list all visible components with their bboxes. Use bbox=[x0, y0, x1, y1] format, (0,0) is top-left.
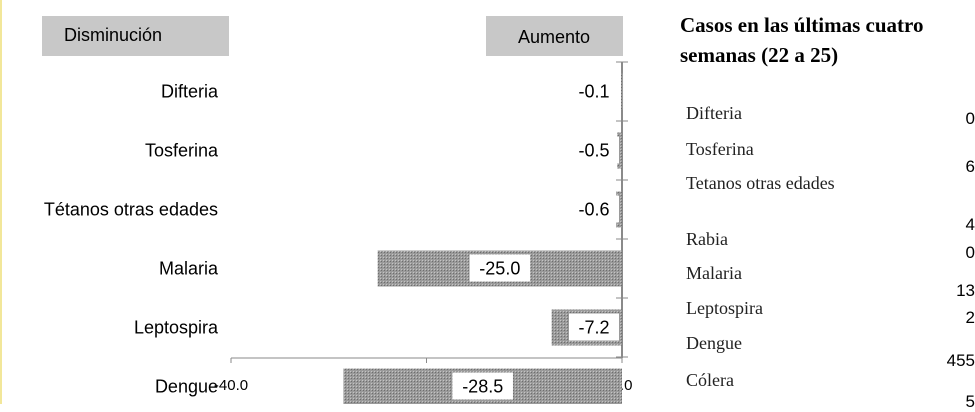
data-label: -25.0 bbox=[479, 259, 520, 279]
left-edge-stripe bbox=[0, 0, 2, 404]
category-label: Difteria bbox=[161, 82, 219, 102]
data-label-box bbox=[569, 77, 619, 105]
side-table-disease: Leptospira bbox=[686, 298, 763, 318]
decrease-header: Disminución bbox=[42, 16, 229, 56]
data-label-box bbox=[452, 372, 513, 400]
side-table-count: 6 bbox=[965, 157, 975, 176]
side-table-disease: Tosferina bbox=[686, 139, 754, 159]
side-table-disease: Difteria bbox=[686, 103, 742, 123]
side-table-disease: Dengue bbox=[686, 333, 742, 353]
category-label: Tétanos otras edades bbox=[44, 200, 218, 220]
category-label: Malaria bbox=[159, 259, 219, 279]
bar bbox=[616, 191, 622, 228]
bar bbox=[621, 73, 624, 110]
side-table-count: 455 bbox=[946, 351, 975, 370]
data-label-box bbox=[569, 313, 619, 341]
side-table-count: 4 bbox=[965, 215, 975, 234]
data-label-box bbox=[469, 254, 531, 282]
side-table-count: 13 bbox=[956, 281, 975, 300]
side-table-count: 0 bbox=[965, 109, 975, 128]
category-label: Leptospira bbox=[134, 318, 219, 338]
x-tick-label: -40.0 bbox=[214, 377, 248, 394]
data-label: -0.5 bbox=[578, 141, 609, 161]
data-label-box bbox=[569, 195, 619, 223]
decrease-header-label: Disminución bbox=[64, 25, 163, 45]
category-label: Dengue bbox=[155, 377, 218, 397]
data-label: -7.2 bbox=[578, 318, 609, 338]
side-table-disease: Malaria bbox=[686, 263, 742, 283]
side-table-disease: Rabia bbox=[686, 229, 728, 249]
data-label: -0.1 bbox=[578, 82, 609, 102]
side-table-disease: Cólera bbox=[686, 370, 734, 390]
increase-header-label: Aumento bbox=[518, 27, 591, 47]
increase-header: Aumento bbox=[486, 16, 623, 56]
side-table-disease: Tetanos otras edades bbox=[686, 173, 835, 193]
side-table-count: 0 bbox=[965, 243, 975, 262]
side-table-count: 5 bbox=[965, 392, 975, 411]
bar bbox=[617, 132, 622, 169]
data-label: -28.5 bbox=[462, 377, 503, 397]
side-table-title: Casos en las últimas cuatro semanas (22 … bbox=[680, 13, 924, 67]
category-label: Tosferina bbox=[145, 141, 219, 161]
bar-chart: -40.0-20.00.0Difteria-0.1Tosferina-0.5Té… bbox=[44, 61, 632, 404]
data-label-box bbox=[569, 136, 619, 164]
data-label: -0.6 bbox=[578, 200, 609, 220]
side-table-count: 2 bbox=[965, 308, 975, 327]
